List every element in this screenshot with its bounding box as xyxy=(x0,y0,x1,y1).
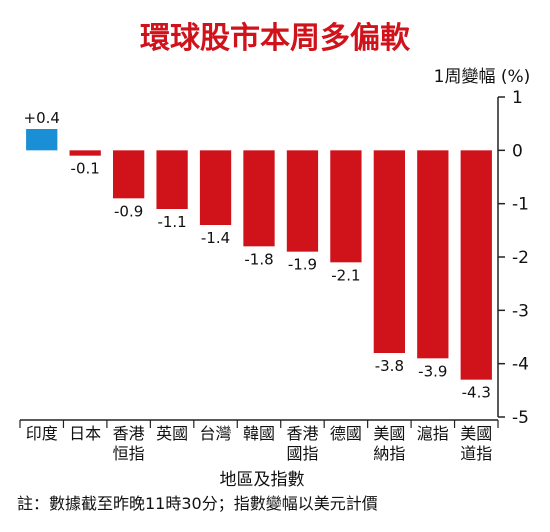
bar xyxy=(330,150,362,263)
data-label: +0.4 xyxy=(24,109,60,127)
category-label: 日本 xyxy=(69,424,101,443)
category-label: 台灣 xyxy=(200,424,232,443)
bar xyxy=(243,150,275,247)
data-label: -1.8 xyxy=(244,250,273,268)
chart-title: 環球股市本周多偏軟 xyxy=(140,21,411,56)
category-label: 國指 xyxy=(286,444,318,463)
category-label: 美國 xyxy=(460,424,492,443)
data-label: -3.9 xyxy=(418,362,447,380)
bar xyxy=(286,150,319,252)
category-label: 納指 xyxy=(373,444,405,463)
x-axis-label: 地區及指數 xyxy=(220,470,305,490)
data-label: -1.1 xyxy=(157,213,186,231)
y-axis-label: 1周變幅 (%) xyxy=(434,67,531,87)
category-label: 德國 xyxy=(330,424,362,443)
category-label: 香港 xyxy=(286,424,318,443)
category-label: 韓國 xyxy=(243,424,275,443)
data-label: -4.3 xyxy=(462,384,491,402)
y-tick-label: 1 xyxy=(512,88,523,108)
bars-layer: +0.4 -0.1 -0.9 -1.1 -1.4 -1.8 -1.9 -2.1 -3.8 -3.9… xyxy=(24,109,492,402)
data-label: -1.4 xyxy=(201,229,230,247)
bar xyxy=(69,150,101,156)
y-tick-label: -4 xyxy=(512,355,529,375)
data-label: -0.1 xyxy=(71,160,100,178)
y-tick-label: -2 xyxy=(512,248,529,268)
bar xyxy=(373,150,406,353)
bar xyxy=(460,150,492,380)
data-label: -2.1 xyxy=(331,266,360,284)
category-label: 英國 xyxy=(156,424,188,443)
y-tick-label: -1 xyxy=(512,195,529,215)
category-label: 美國 xyxy=(373,424,405,443)
y-tick-label: -5 xyxy=(512,408,529,428)
bar xyxy=(26,129,58,151)
data-label: -1.9 xyxy=(288,256,317,274)
bar xyxy=(199,150,232,225)
y-tick-label: 0 xyxy=(512,141,523,161)
y-axis: 1 0 -1 -2 -3 -4 -5 xyxy=(497,88,529,428)
category-label: 道指 xyxy=(460,444,492,463)
category-label: 香港 xyxy=(113,424,145,443)
data-label: -3.8 xyxy=(375,357,404,375)
y-tick-label: -3 xyxy=(512,301,529,321)
chart-note: 註：數據截至昨晚11時30分；指數變幅以美元計價 xyxy=(17,494,378,513)
category-label: 印度 xyxy=(26,424,58,443)
category-label: 恒指 xyxy=(113,444,145,463)
bar xyxy=(112,150,145,199)
data-label: -0.9 xyxy=(114,202,143,220)
bar xyxy=(417,150,449,359)
bar xyxy=(156,150,188,209)
category-label: 滬指 xyxy=(417,424,449,443)
